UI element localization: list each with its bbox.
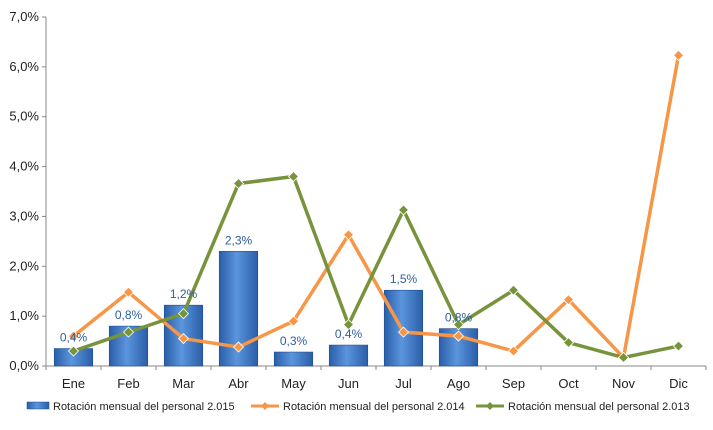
x-tick-label: Jun	[338, 376, 359, 391]
point-marker	[122, 286, 135, 298]
point-marker	[562, 337, 575, 349]
legend-label: Rotación mensual del personal 2.014	[283, 401, 465, 413]
y-tick-label: 0,0%	[9, 358, 39, 373]
data-labels: 0,4% 0,8% 1,2% 2,3% 0,3% 0,4% 1,5% 0,8%	[60, 233, 473, 348]
point-marker	[507, 345, 520, 357]
point-marker	[452, 319, 465, 331]
legend-label: Rotación mensual del personal 2.015	[53, 401, 235, 413]
x-tick-label: Ago	[447, 376, 470, 391]
point-marker	[232, 177, 245, 190]
point-marker	[232, 341, 245, 353]
x-tick-label: Abr	[228, 376, 249, 391]
bar	[273, 351, 314, 367]
y-tick-label: 2,0%	[9, 258, 39, 273]
legend-item: Rotación mensual del personal 2.014	[251, 401, 465, 413]
y-tick-label: 1,0%	[9, 308, 39, 323]
point-marker	[397, 204, 410, 216]
data-label: 0,8%	[445, 311, 473, 325]
y-tick-label: 3,0%	[9, 208, 39, 223]
legend-marker	[261, 402, 269, 410]
data-label: 1,5%	[390, 272, 418, 286]
data-label: 0,4%	[335, 327, 363, 341]
x-tick-label: Sep	[502, 376, 525, 391]
point-marker	[287, 170, 300, 183]
legend-label: Rotación mensual del personal 2.013	[508, 401, 690, 413]
point-marker	[342, 319, 355, 331]
series-line	[72, 174, 679, 360]
point-marker	[342, 229, 355, 241]
y-tick-label: 6,0%	[9, 59, 39, 74]
point-marker	[177, 308, 190, 320]
point-marker	[122, 326, 135, 338]
point-marker	[67, 345, 80, 357]
y-tick-label: 7,0%	[9, 9, 39, 24]
data-label: 2,3%	[225, 233, 253, 247]
data-label: 0,3%	[280, 334, 308, 348]
x-tick-label: Feb	[117, 376, 139, 391]
point-marker	[562, 294, 575, 306]
legend-item: Rotación mensual del personal 2.013	[476, 401, 690, 413]
point-marker	[672, 340, 685, 352]
x-tick-label: Mar	[172, 376, 195, 391]
legend-marker	[486, 402, 494, 410]
point-marker	[397, 326, 410, 338]
point-marker	[67, 330, 80, 342]
line-series-2014	[67, 49, 685, 364]
data-label: 0,4%	[60, 331, 88, 345]
legend-item: Rotación mensual del personal 2.015	[26, 401, 235, 413]
point-marker	[507, 284, 520, 296]
data-label: 0,8%	[115, 308, 143, 322]
x-tick-label: Dic	[669, 376, 688, 391]
series-line	[72, 55, 681, 360]
x-tick-label: Oct	[558, 376, 579, 391]
legend: Rotación mensual del personal 2.015 Rotac…	[26, 401, 690, 413]
line-series	[67, 49, 685, 364]
legend-swatch	[26, 401, 50, 410]
point-marker	[452, 330, 465, 342]
data-label: 1,2%	[170, 287, 198, 301]
x-tick-label: May	[281, 376, 306, 391]
x-tick-label: Nov	[612, 376, 636, 391]
point-marker	[617, 351, 630, 364]
x-axis: Ene Feb Mar Abr May Jun Jul Ago Sep Oct Nov Dic	[45, 365, 707, 391]
line-series-2013	[67, 170, 685, 364]
y-tick-label: 5,0%	[9, 109, 39, 124]
y-axis: 0,0% 1,0% 2,0% 3,0% 4,0% 5,0% 6,0% 7,0%	[9, 9, 47, 373]
point-marker	[672, 49, 685, 61]
x-tick-label: Ene	[62, 376, 85, 391]
x-tick-label: Jul	[395, 376, 412, 391]
y-tick-label: 4,0%	[9, 159, 39, 174]
bar	[328, 344, 369, 367]
point-marker	[177, 333, 190, 345]
point-marker	[287, 315, 300, 327]
